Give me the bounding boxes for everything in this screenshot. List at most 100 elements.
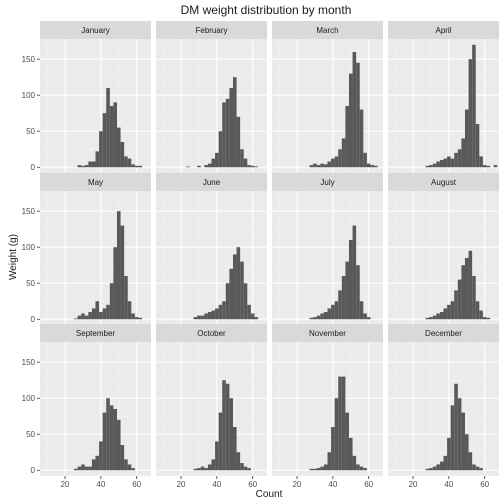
facet-strip <box>40 21 151 39</box>
facet-strip <box>272 173 383 191</box>
histogram-bar <box>454 152 458 168</box>
histogram-bar <box>254 166 259 168</box>
histogram-bar <box>131 313 135 320</box>
histogram-bar <box>77 315 82 320</box>
histogram-bar <box>486 317 491 320</box>
histogram-bar <box>464 258 469 320</box>
x-tick-label: 20 <box>409 480 418 489</box>
histogram-bar <box>131 468 135 471</box>
facet-strip <box>156 21 267 39</box>
histogram-bar <box>457 279 462 320</box>
histogram-bar <box>218 131 223 168</box>
histogram-bar <box>468 59 473 168</box>
histogram-bar <box>74 318 78 320</box>
histogram-bar <box>359 466 364 471</box>
histogram-bar <box>472 276 476 320</box>
x-tick-label: 60 <box>480 480 489 489</box>
histogram-bar <box>240 261 244 320</box>
histogram-bar <box>341 138 346 168</box>
histogram-bar <box>338 290 342 320</box>
histogram-bar <box>218 412 223 471</box>
histogram-bar <box>109 283 114 320</box>
histogram-bar <box>207 163 212 168</box>
histogram-bar <box>197 468 201 471</box>
histogram-bar <box>439 461 444 471</box>
histogram-bar <box>243 158 248 168</box>
y-tick-label: 50 <box>26 127 35 136</box>
histogram-bar <box>134 165 139 168</box>
histogram-bar <box>439 312 444 320</box>
histogram-bar <box>193 317 198 320</box>
histogram-bar <box>232 77 237 168</box>
x-tick-label: 60 <box>364 480 373 489</box>
histogram-bar <box>215 152 219 168</box>
histogram-bar <box>232 254 237 320</box>
histogram-bar <box>88 312 92 320</box>
panel-background <box>388 191 499 325</box>
histogram-bar <box>429 468 433 471</box>
x-tick-label: 20 <box>177 480 186 489</box>
histogram-bar <box>91 161 96 168</box>
facet-panel-february: February <box>156 21 267 173</box>
facet-panels: January 0 50 100 150 February March April May 0 50… <box>22 21 499 489</box>
histogram-bar <box>131 164 135 168</box>
histogram-bar <box>356 464 360 471</box>
facet-panel-november: November 20 40 60 <box>272 324 383 489</box>
histogram-bar <box>74 468 78 471</box>
histogram-bar <box>475 301 480 320</box>
histogram-bar <box>436 464 440 471</box>
histogram-bar <box>99 131 103 168</box>
histogram-bar <box>313 468 317 471</box>
histogram-bar <box>345 261 349 320</box>
histogram-bar <box>450 158 455 168</box>
histogram-bar <box>348 239 353 320</box>
histogram-bar <box>479 468 483 471</box>
histogram-bar <box>193 468 198 471</box>
facet-strip-label: June <box>203 178 221 187</box>
y-tick-label: 50 <box>26 279 35 288</box>
facet-strip <box>388 173 499 191</box>
histogram-bar <box>236 247 241 320</box>
histogram-bar <box>316 315 321 320</box>
histogram-bar <box>363 313 367 320</box>
facet-strip-label: December <box>425 329 462 338</box>
histogram-bar <box>113 409 117 471</box>
facet-panel-july: July <box>272 173 383 325</box>
histogram-bar <box>250 313 255 320</box>
histogram-bar <box>323 312 328 320</box>
panel-background <box>272 39 383 173</box>
facet-panel-march: March <box>272 21 383 173</box>
histogram-bar <box>232 427 237 471</box>
histogram-bar <box>247 165 251 168</box>
y-tick-label: 150 <box>22 55 36 64</box>
x-tick-label: 20 <box>293 480 302 489</box>
histogram-bar <box>222 102 226 168</box>
facet-strip <box>40 173 151 191</box>
histogram-bar <box>120 445 125 471</box>
panel-background <box>40 342 151 476</box>
histogram-bar <box>447 437 451 471</box>
histogram-bar <box>341 276 346 320</box>
histogram-bar <box>439 160 444 168</box>
histogram-bar <box>309 165 314 168</box>
facet-panel-october: October 20 40 60 <box>156 324 267 489</box>
histogram-bar <box>91 308 96 320</box>
histogram-bar <box>102 412 107 471</box>
facet-strip-label: July <box>320 178 334 187</box>
panel-background <box>156 342 267 476</box>
histogram-bar <box>240 149 244 168</box>
facet-panel-january: January 0 50 100 150 <box>22 21 151 173</box>
x-tick-label: 40 <box>212 480 221 489</box>
histogram-bar <box>215 441 219 471</box>
histogram-bar <box>116 211 121 320</box>
histogram-bar <box>447 304 451 320</box>
histogram-bar <box>479 310 483 320</box>
histogram-bar <box>320 313 324 320</box>
histogram-bar <box>334 156 339 168</box>
histogram-bar <box>236 452 241 471</box>
histogram-bar <box>204 165 208 168</box>
facet-strip-label: May <box>88 178 103 187</box>
facet-strip <box>272 21 383 39</box>
panel-background <box>272 191 383 325</box>
histogram-bar <box>204 468 208 471</box>
